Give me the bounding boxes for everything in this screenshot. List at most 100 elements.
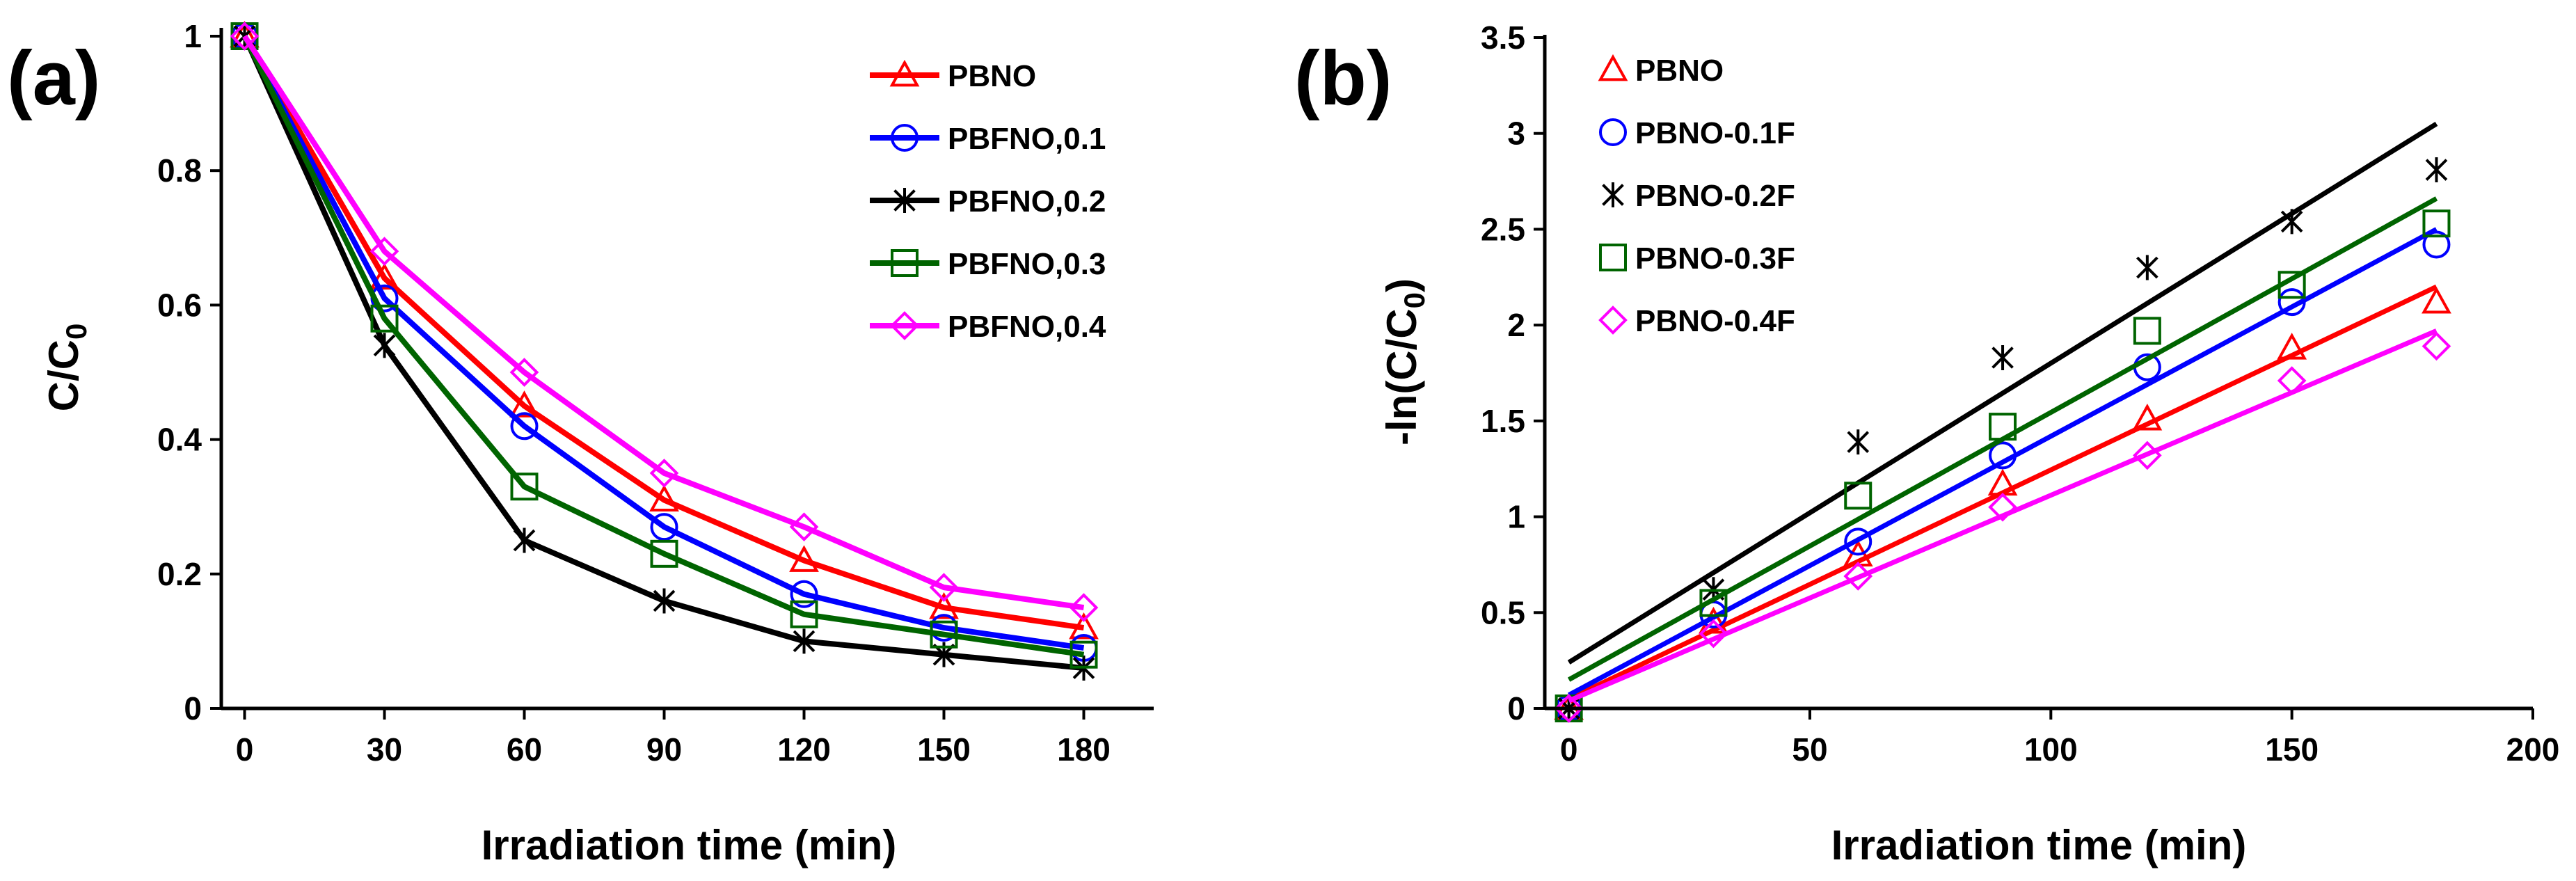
panel-a-series-4-point xyxy=(929,573,959,602)
panel-a-legend-item-3-label: PBFNO,0.3 xyxy=(948,247,1106,281)
panel-b-legend-item-0-label: PBNO xyxy=(1635,54,1724,88)
panel-b-series-1-point xyxy=(1989,441,2017,470)
panel-b-y-tick-label: 2 xyxy=(1507,307,1525,343)
panel-a-legend-item-1-label: PBFNO,0.1 xyxy=(948,122,1106,156)
panel-b-legend-item-2-marker xyxy=(1602,182,1624,207)
panel-a-series-1-point xyxy=(510,412,539,440)
panel-b-y-tick-label: 2.5 xyxy=(1481,211,1525,247)
panel-b-series-2-point xyxy=(1847,429,1870,455)
panel-b-legend-item-2-label: PBNO-0.2F xyxy=(1635,179,1795,213)
panel-b-legend-item-4-label: PBNO-0.4F xyxy=(1635,304,1795,338)
panel-b-x-tick-label: 200 xyxy=(2506,731,2560,768)
panel-b-x-tick-label: 50 xyxy=(1792,731,1827,768)
panel-a-y-tick-label: 0.4 xyxy=(157,422,202,458)
panel-b-series-2-point xyxy=(1991,344,2014,370)
panel-b-series-4-point xyxy=(2133,440,2162,470)
panel-a-series-0-point xyxy=(1069,612,1099,640)
panel-a-series-3-point xyxy=(650,539,678,568)
panel-b-series-3-point xyxy=(1844,482,1873,510)
panel-a-series-4-point xyxy=(789,512,819,542)
panel-a-series-4-point xyxy=(1069,593,1099,622)
panel-a-x-axis-title: Irradiation time (min) xyxy=(482,822,897,868)
panel-b-legend-item-1-marker xyxy=(1599,118,1627,146)
panel-b-series-3-point xyxy=(2422,209,2451,238)
panel-a-series-4-point xyxy=(649,459,679,488)
panel-a-legend-item-2-label: PBFNO,0.2 xyxy=(948,184,1106,219)
panel-b-series-4-point xyxy=(2422,331,2451,361)
panel-b-y-tick-label: 0.5 xyxy=(1481,594,1525,630)
panel-a-x-tick-label: 150 xyxy=(917,731,971,768)
panel-b-series-4-point xyxy=(1699,619,1728,649)
panel-a-series-0-point xyxy=(929,592,959,619)
panel-a-series-3-point xyxy=(1070,640,1098,669)
panel-b-legend-item-3-marker xyxy=(1599,244,1627,271)
panel-b-series-3-point xyxy=(1699,589,1728,617)
panel-b-series-1-point xyxy=(2422,230,2451,259)
panel-b-y-tick-label: 1.5 xyxy=(1481,403,1525,439)
panel-a-series-1-point xyxy=(790,580,818,608)
panel-b-series-1-fit-line xyxy=(1567,227,2438,697)
panel-b-y-tick-label: 3.5 xyxy=(1481,19,1525,56)
panel-a-y-tick-label: 0.2 xyxy=(157,556,202,592)
panel-b-series-4-point xyxy=(2277,366,2307,395)
panel-b-y-axis-title: -ln(C/C0) xyxy=(1378,278,1431,445)
panel-a-y-tick-label: 0 xyxy=(184,690,202,727)
panel-a-legend-item-4-label: PBFNO,0.4 xyxy=(948,310,1106,344)
panel-a-series-2-point xyxy=(653,588,676,614)
panel-a-legend-item-1-marker xyxy=(891,124,919,152)
panel-a-plot: 0 30 60 90 120 150 180 0 0.2 0.4 0.6 0.8 1 PBNO PBFNO,… xyxy=(157,18,1111,768)
panel-a-x-tick-label: 60 xyxy=(507,731,542,768)
panel-a-label: (a) xyxy=(7,35,100,121)
panel-b-series-4-point xyxy=(1554,694,1584,723)
panel-b-x-tick-label: 150 xyxy=(2265,731,2319,768)
panel-a-legend-item-3-marker xyxy=(891,249,919,277)
panel-b-series-1-point xyxy=(2277,288,2306,317)
panel-b-series-0-point xyxy=(2277,333,2307,360)
panel-b-series-0-point xyxy=(2422,286,2451,314)
panel-a-y-axis-title: C/C0 xyxy=(40,324,93,412)
panel-b-series-1-point xyxy=(1844,527,1873,556)
panel-b-x-tick-label: 100 xyxy=(2024,731,2078,768)
panel-a-series-2-point xyxy=(793,628,816,654)
panel-b-plot: 0 50 100 150 200 0 0.5 1 1.5 2 2.5 3 3.5 PBNO PBNO-0.1… xyxy=(1481,19,2559,768)
panel-a-x-tick-label: 180 xyxy=(1057,731,1111,768)
panel-a-series-1-point xyxy=(650,513,678,541)
panel-a-legend-item-0-marker xyxy=(889,59,920,87)
panel-a-series-0-point xyxy=(649,484,679,511)
panel-a-x-tick-label: 120 xyxy=(777,731,831,768)
panel-a-x-tick-label: 0 xyxy=(236,731,254,768)
panel-b-series-4-point xyxy=(1988,492,2017,522)
panel-b-legend-item-1-label: PBNO-0.1F xyxy=(1635,116,1795,150)
panel-b-series-3-point xyxy=(2133,317,2161,345)
panel-b-legend-item-4-marker xyxy=(1598,305,1628,335)
panel-a-series-4-point xyxy=(230,22,260,51)
panel-b-series-4-point xyxy=(1843,562,1873,591)
panel-a-series-3-point xyxy=(790,600,818,628)
panel-a-series-0-point xyxy=(369,262,399,290)
panel-b-series-2-point xyxy=(2280,209,2303,235)
panel-a-series-2-point xyxy=(373,333,396,358)
panel-a-y-tick-label: 0.8 xyxy=(157,152,202,189)
panel-b-label: (b) xyxy=(1294,35,1392,121)
panel-b-y-tick-label: 3 xyxy=(1507,116,1525,152)
panel-a-series-0-point xyxy=(789,545,819,572)
panel-a-legend-item-2-marker xyxy=(893,188,916,213)
panel-a-series-4-point xyxy=(369,237,399,266)
panel-b-series-2-point xyxy=(2425,157,2448,183)
panel-a-y-tick-label: 1 xyxy=(184,18,202,54)
panel-b: (b) 0 50 100 150 200 0 0.5 1 1.5 2 2.5 3 3.5 PBNO PBNO… xyxy=(1294,19,2559,868)
panel-a-series-1-line xyxy=(241,35,1085,651)
panel-b-series-3-point xyxy=(1989,413,2017,441)
panel-b-y-tick-label: 0 xyxy=(1507,690,1525,727)
panel-a: (a) 0 30 60 90 120 150 180 0 0.2 0.4 0.6 0.8 1 PBNO PB… xyxy=(7,18,1154,868)
panel-b-y-tick-label: 1 xyxy=(1507,499,1525,535)
panel-a-legend-item-4-marker xyxy=(890,311,919,340)
panel-b-series-3-point xyxy=(2277,271,2306,299)
panel-a-series-2-point xyxy=(513,527,536,553)
panel-b-x-tick-label: 0 xyxy=(1560,731,1578,768)
panel-a-series-3-point xyxy=(370,304,399,333)
panel-b-legend-item-0-marker xyxy=(1598,54,1628,81)
panel-b-series-2-point xyxy=(2136,255,2158,280)
